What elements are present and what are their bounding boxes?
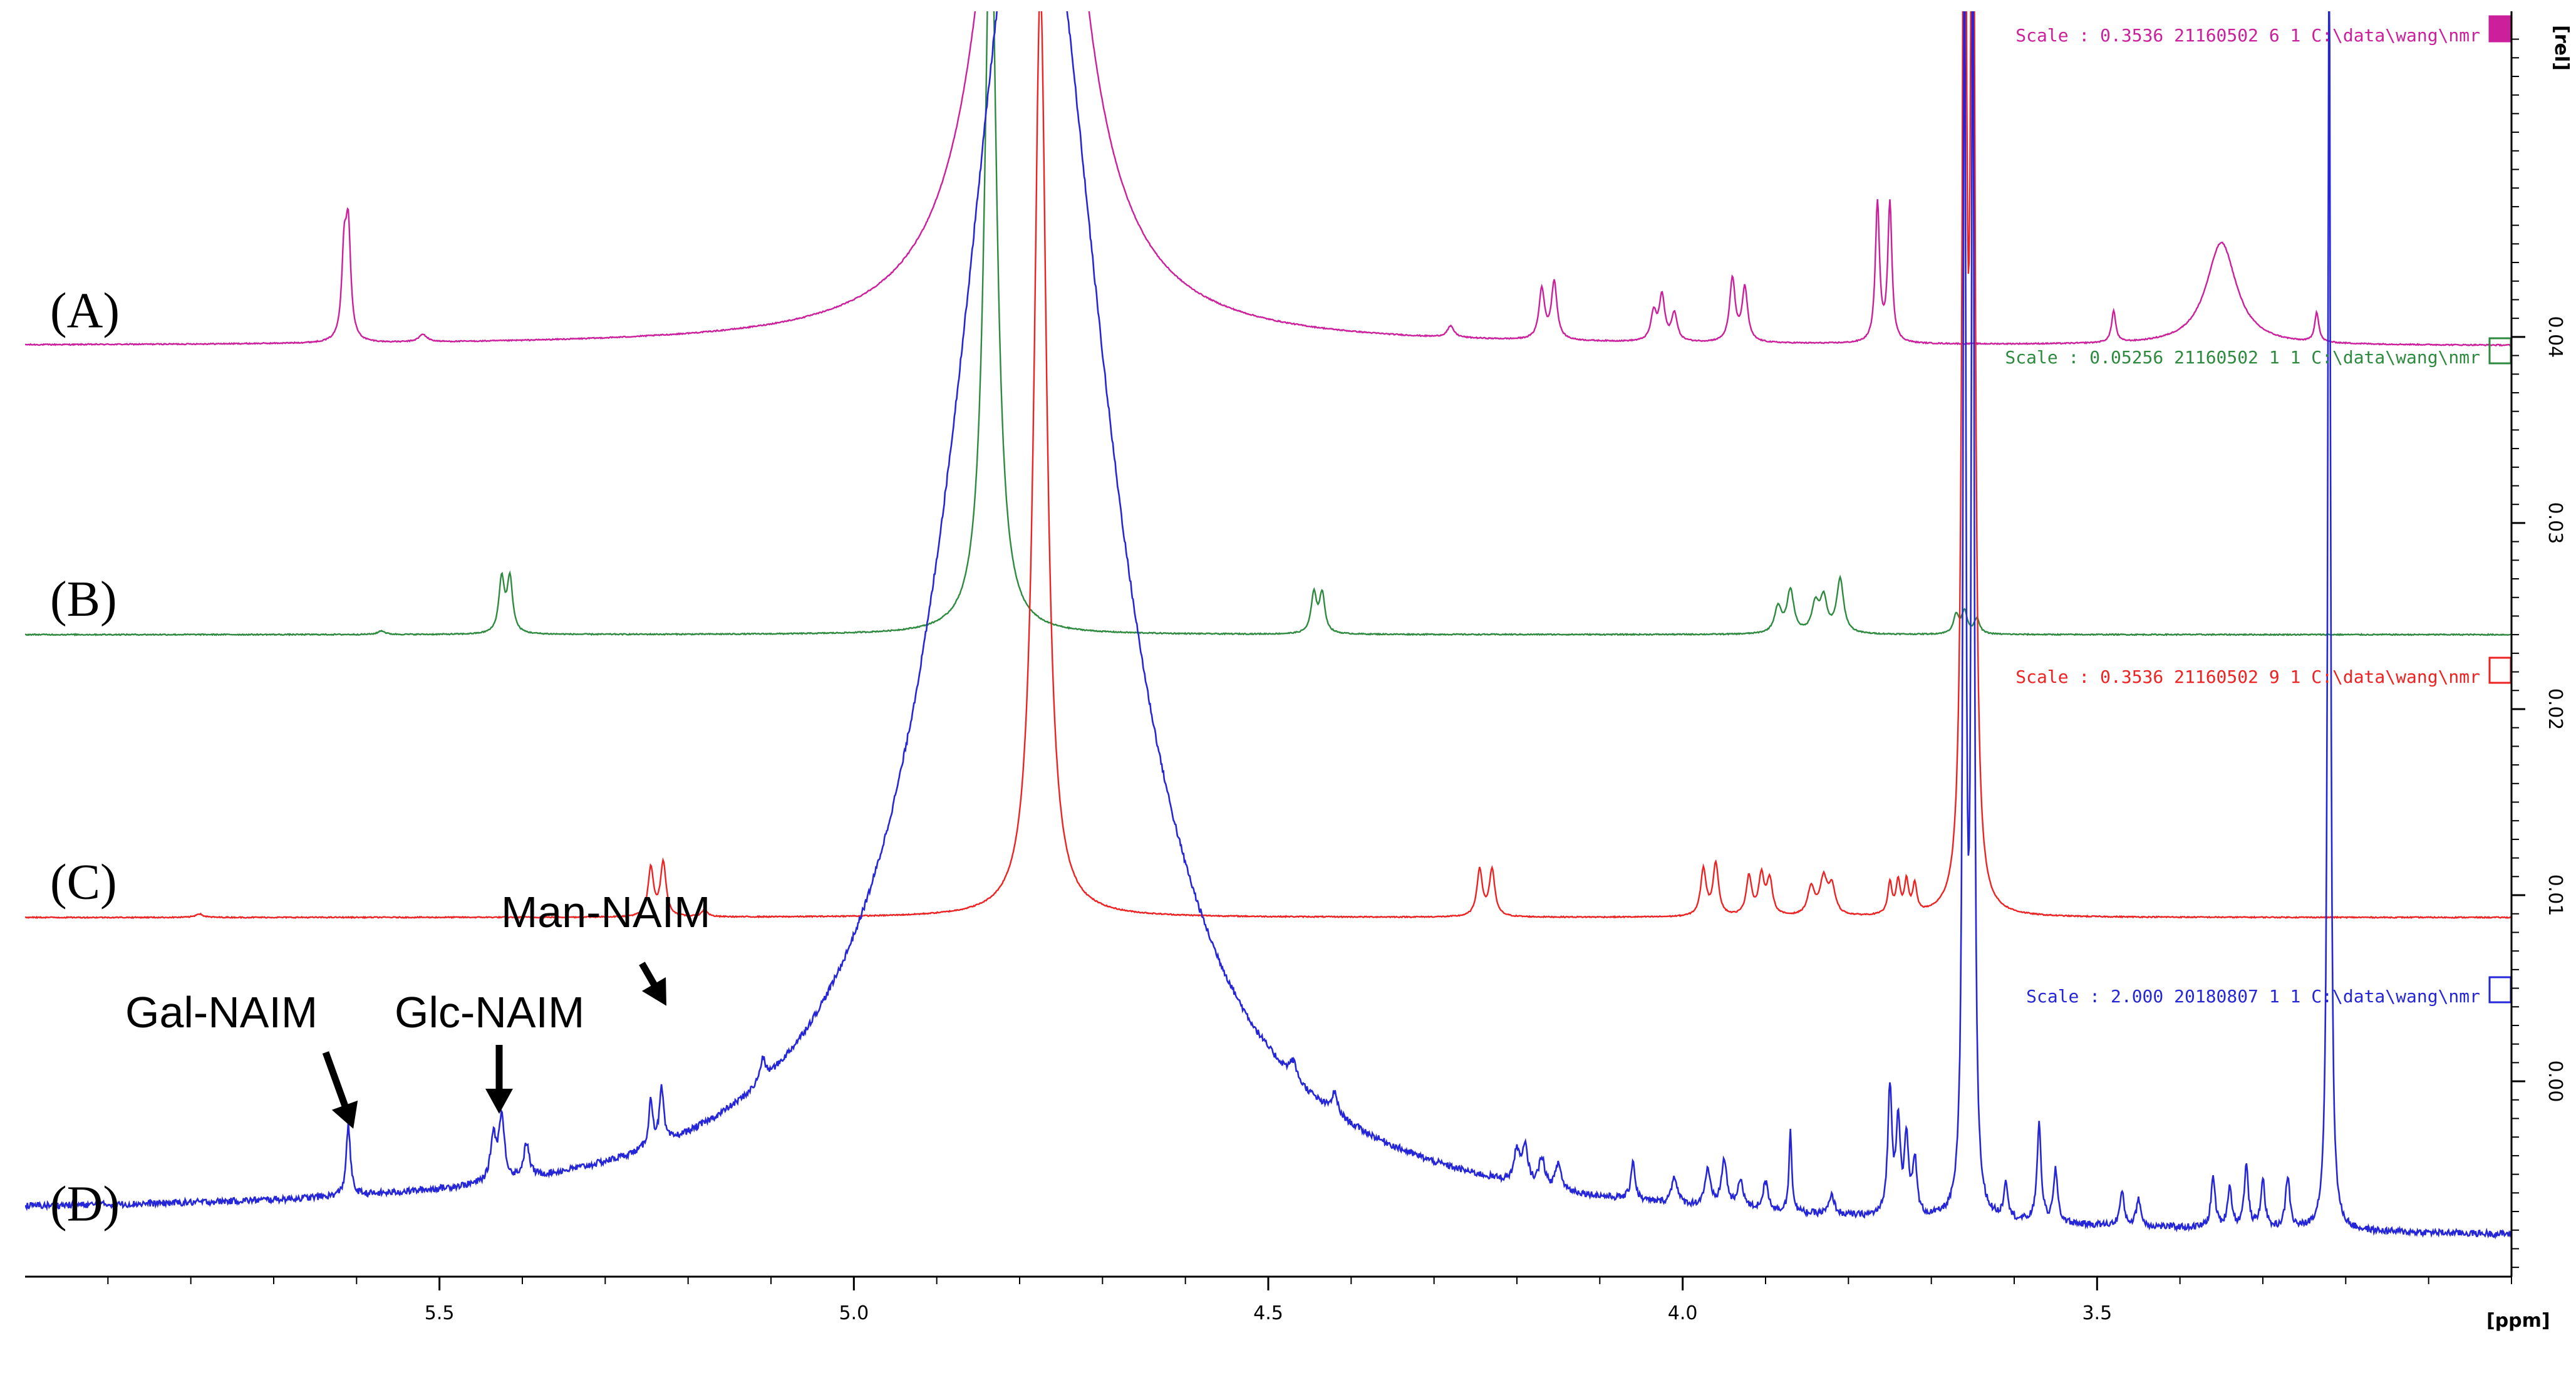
- y-axis-ticks: 0.00 0.01 0.02 0.03 0.04: [2511, 38, 2566, 1269]
- peak-annotations: Gal-NAIM Glc-NAIM Man-NAIM: [125, 888, 710, 1129]
- panel-label-b: (B): [50, 572, 117, 627]
- x-axis-unit-label: [ppm]: [2486, 1310, 2550, 1332]
- panel-label-d: (D): [50, 1177, 120, 1232]
- x-tick-label: 3.5: [2082, 1302, 2112, 1324]
- x-tick-label: 5.5: [425, 1302, 455, 1324]
- scale-labels: Scale : 0.3536 21160502 6 1 C:\data\wang…: [2005, 15, 2512, 1007]
- scale-marker-c: [2488, 656, 2512, 684]
- annotation-label-glc-naim: Glc-NAIM: [395, 988, 584, 1037]
- annotation-arrowhead-man-naim: [641, 977, 666, 1006]
- spectrum-line-b: [25, 11, 2511, 636]
- y-axis-unit-label: [rel]: [2550, 25, 2572, 71]
- scale-marker-d: [2488, 976, 2512, 1004]
- x-tick-label: 5.0: [839, 1302, 869, 1324]
- y-tick-label: 0.02: [2544, 688, 2566, 730]
- spectrum-traces: [25, 11, 2511, 1240]
- spectrum-line-a: [25, 11, 2511, 347]
- scale-marker-a: [2488, 15, 2512, 43]
- panel-labels: (A) (B) (C) (D): [50, 284, 120, 1232]
- axes: 5.5 5.0 4.5 4.0 3.5 0.00 0.01 0.02 0.03 0.04 [pp…: [25, 11, 2572, 1332]
- y-tick-label: 0.04: [2544, 316, 2566, 358]
- x-tick-label: 4.5: [1253, 1302, 1283, 1324]
- scale-text-d: Scale : 2.000 20180807 1 1 C:\data\wang\…: [2026, 986, 2480, 1007]
- scale-text-b: Scale : 0.05256 21160502 1 1 C:\data\wan…: [2005, 347, 2480, 368]
- scale-text-c: Scale : 0.3536 21160502 9 1 C:\data\wang…: [2015, 667, 2480, 687]
- panel-label-c: (C): [50, 855, 117, 910]
- x-tick-label: 4.0: [1668, 1302, 1698, 1324]
- scale-text-a: Scale : 0.3536 21160502 6 1 C:\data\wang…: [2015, 25, 2480, 46]
- spectrum-line-d: [25, 11, 2511, 1240]
- annotation-arrowhead-gal-naim: [331, 1100, 358, 1129]
- annotation-label-gal-naim: Gal-NAIM: [125, 988, 318, 1037]
- y-tick-label: 0.00: [2544, 1061, 2566, 1103]
- y-tick-label: 0.03: [2544, 502, 2566, 544]
- scale-marker-b: [2488, 337, 2512, 365]
- x-axis-ticks: 5.5 5.0 4.5 4.0 3.5: [107, 1277, 2512, 1324]
- annotation-label-man-naim: Man-NAIM: [501, 888, 710, 937]
- panel-label-a: (A): [50, 284, 120, 339]
- annotation-arrowhead-glc-naim: [485, 1089, 513, 1114]
- y-tick-label: 0.01: [2544, 874, 2566, 916]
- spectrum-line-c: [25, 11, 2511, 920]
